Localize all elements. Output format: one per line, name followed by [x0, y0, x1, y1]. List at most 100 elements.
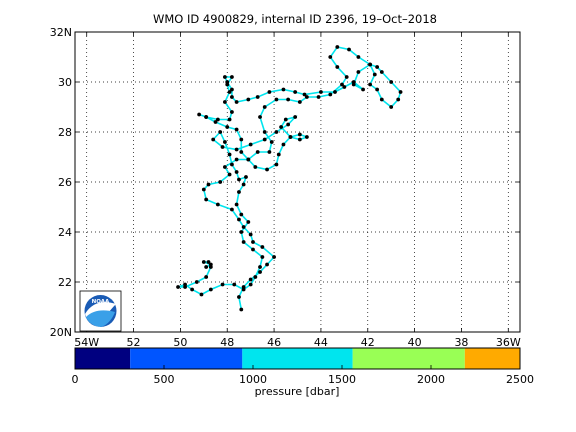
profile-point — [276, 152, 281, 157]
profile-point — [241, 287, 246, 292]
profile-point — [335, 45, 340, 49]
profile-point — [239, 230, 244, 234]
profile-point — [333, 90, 337, 94]
profile-point — [368, 82, 373, 87]
profile-point — [396, 97, 401, 102]
profile-point — [267, 90, 272, 94]
profile-point — [239, 150, 244, 154]
profile-point — [281, 87, 286, 92]
profile-point — [222, 165, 227, 169]
profile-point — [239, 212, 244, 217]
profile-point — [237, 177, 241, 182]
profile-point — [230, 87, 234, 92]
profile-point — [176, 285, 180, 289]
noaa-logo-icon: NOAA — [79, 290, 122, 332]
profile-point — [260, 255, 265, 259]
colorbar-band — [352, 348, 465, 369]
profile-point — [375, 65, 380, 69]
profile-point — [379, 70, 384, 74]
y-tick-label: 30 — [58, 76, 72, 89]
x-tick-label: 40 — [408, 336, 422, 349]
profile-point — [293, 115, 298, 119]
profile-point — [389, 105, 394, 109]
colorbar-label: pressure [dbar] — [255, 385, 340, 398]
profile-point — [222, 140, 227, 144]
colorbar-tick-label: 2000 — [417, 373, 445, 386]
profile-point — [340, 82, 344, 87]
profile-point — [234, 127, 239, 132]
y-tick-label: 22 — [58, 276, 72, 289]
profile-point — [246, 220, 251, 224]
profile-point — [234, 202, 239, 207]
y-tick-label: 32N — [50, 26, 72, 39]
y-tick-label: 28 — [58, 126, 72, 139]
profile-point — [234, 147, 239, 152]
profile-point — [293, 90, 298, 94]
y-tick-label: 26 — [58, 176, 72, 189]
profile-point — [274, 97, 279, 102]
profile-point — [183, 285, 187, 289]
profile-point — [248, 232, 253, 237]
profile-point — [356, 55, 361, 59]
profile-point — [204, 265, 209, 269]
y-axis-ticks: 20N 22 24 26 28 30 32N — [50, 26, 520, 339]
x-tick-label: 36W — [496, 336, 521, 349]
profile-point — [204, 115, 209, 119]
profile-point — [379, 97, 384, 102]
profile-point — [227, 172, 232, 177]
colorbar-band — [242, 348, 353, 369]
profile-point — [204, 275, 209, 279]
x-tick-label: 54W — [74, 336, 99, 349]
y-tick-label: 24 — [58, 226, 72, 239]
profile-point — [272, 255, 276, 259]
profile-point — [218, 180, 223, 184]
profile-point — [347, 47, 351, 52]
profile-point — [286, 97, 291, 102]
profile-point — [227, 90, 232, 94]
profile-point — [297, 100, 302, 104]
profile-point — [389, 80, 394, 84]
x-tick-label: 48 — [220, 336, 234, 349]
x-tick-label: 42 — [361, 336, 375, 349]
colorbar-tick-label: 500 — [154, 373, 175, 386]
profile-point — [262, 130, 267, 134]
profile-point — [234, 100, 239, 104]
profile-point — [262, 105, 267, 109]
profile-point — [304, 135, 309, 139]
profile-point — [258, 115, 262, 119]
profile-point — [234, 170, 239, 174]
profile-point — [342, 85, 347, 89]
profile-point — [225, 125, 230, 129]
colorbar-band — [464, 348, 520, 369]
profile-point — [351, 80, 356, 84]
float-track-line — [177, 46, 402, 310]
profile-point — [251, 240, 255, 244]
colorbar-bands — [75, 348, 520, 369]
profile-point — [246, 157, 251, 162]
profile-point — [255, 150, 260, 154]
profile-point — [344, 75, 349, 79]
profile-point — [255, 95, 260, 99]
profile-point — [253, 275, 258, 279]
profile-point — [279, 125, 284, 129]
profile-point — [218, 130, 223, 134]
profile-point — [267, 150, 272, 154]
x-tick-label: 52 — [127, 336, 141, 349]
profile-point — [230, 207, 234, 212]
profile-point — [248, 142, 253, 147]
x-tick-label: 44 — [314, 336, 328, 349]
colorbar-tick-label: 0 — [72, 373, 79, 386]
profile-point — [328, 55, 333, 59]
profile-point — [251, 247, 255, 252]
profile-point — [297, 132, 302, 137]
profile-point — [237, 295, 241, 299]
profile-point — [232, 282, 237, 287]
profile-point — [258, 270, 262, 274]
colorbar-frame — [74, 347, 521, 370]
profile-point — [304, 95, 309, 99]
profile-point — [265, 167, 269, 172]
profile-point — [246, 97, 251, 102]
plot-area: 54W 52 50 48 46 44 42 40 38 36W 20N 22 24 26 28 30 32N — [50, 26, 521, 349]
profile-point — [222, 100, 227, 104]
